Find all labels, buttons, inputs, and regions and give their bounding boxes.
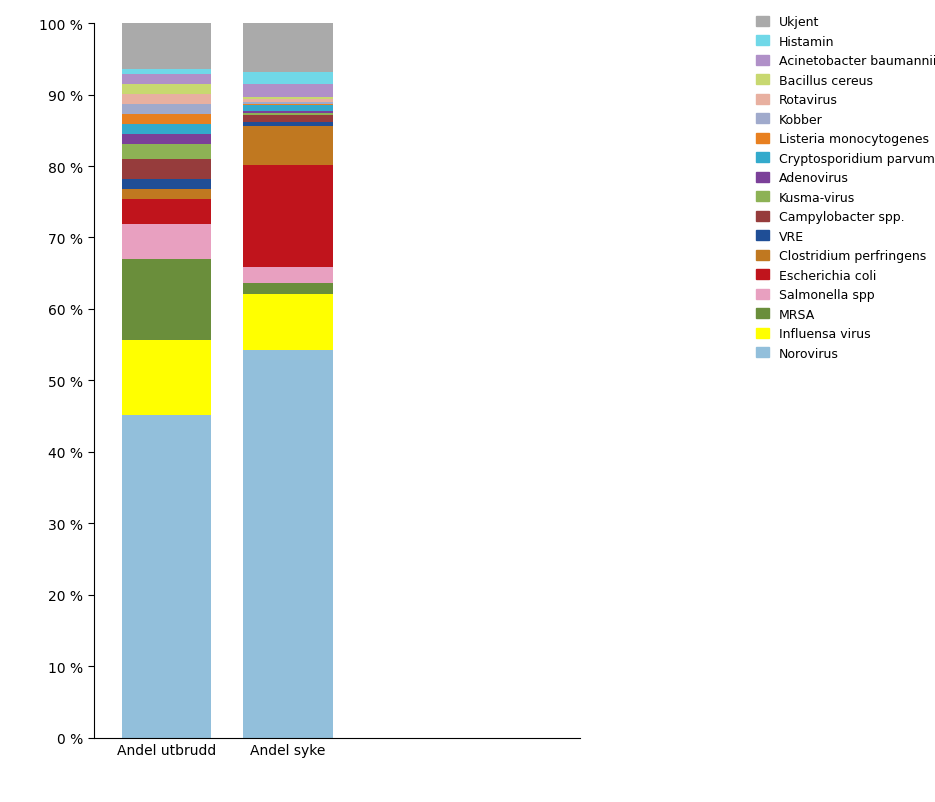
Bar — [243, 106, 333, 111]
Bar — [122, 95, 211, 105]
Bar — [122, 225, 211, 260]
Bar — [243, 111, 333, 114]
Bar — [122, 340, 211, 416]
Bar — [243, 284, 333, 294]
Legend: Ukjent, Histamin, Acinetobacter baumannii multiresiste, Bacillus cereus, Rotavir: Ukjent, Histamin, Acinetobacter baumanni… — [756, 16, 935, 360]
Bar — [122, 0, 211, 70]
Bar — [122, 124, 211, 135]
Bar — [243, 114, 333, 116]
Bar — [243, 103, 333, 105]
Bar — [122, 135, 211, 144]
Bar — [122, 70, 211, 75]
Bar — [122, 75, 211, 85]
Bar — [122, 200, 211, 225]
Bar — [122, 260, 211, 340]
Bar — [122, 144, 211, 160]
Bar — [122, 115, 211, 124]
Bar — [243, 99, 333, 103]
Bar — [122, 416, 211, 738]
Bar — [122, 105, 211, 115]
Bar — [243, 351, 333, 738]
Bar — [243, 85, 333, 99]
Bar — [243, 165, 333, 267]
Bar — [243, 294, 333, 351]
Bar — [243, 127, 333, 165]
Bar — [243, 73, 333, 85]
Bar — [243, 17, 333, 73]
Bar — [243, 267, 333, 284]
Bar — [243, 116, 333, 124]
Bar — [122, 160, 211, 180]
Bar — [122, 180, 211, 189]
Bar — [243, 105, 333, 106]
Bar — [243, 124, 333, 127]
Bar — [122, 85, 211, 95]
Bar — [122, 189, 211, 200]
